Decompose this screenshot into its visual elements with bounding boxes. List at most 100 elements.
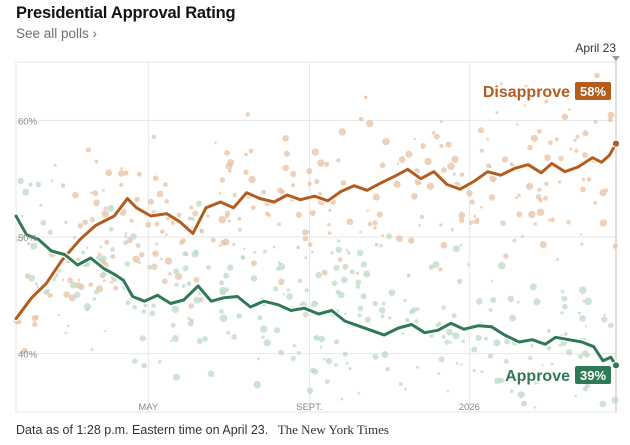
poll-dot — [432, 261, 440, 269]
poll-dot — [604, 188, 609, 193]
poll-dot — [129, 218, 134, 223]
poll-dot — [381, 301, 386, 306]
poll-dot — [174, 282, 179, 287]
poll-dot — [34, 315, 40, 320]
poll-dot — [333, 264, 340, 271]
poll-dot — [301, 229, 309, 236]
poll-dot — [403, 298, 407, 303]
poll-dot — [431, 130, 436, 135]
poll-dot — [337, 257, 343, 263]
poll-dot — [61, 278, 65, 282]
poll-dot — [420, 143, 426, 149]
poll-dot — [346, 251, 351, 255]
poll-dot — [132, 358, 138, 364]
poll-dot — [544, 99, 549, 104]
poll-dot — [124, 232, 128, 235]
poll-dot — [437, 372, 441, 375]
poll-dot — [319, 345, 323, 349]
poll-dot — [22, 188, 30, 196]
poll-dot — [64, 220, 68, 225]
poll-dot — [210, 237, 216, 243]
poll-dot — [283, 150, 290, 157]
poll-dot — [357, 391, 361, 395]
poll-dot — [582, 299, 586, 303]
poll-dot — [126, 237, 133, 244]
poll-dot — [523, 400, 527, 405]
poll-dot — [32, 321, 38, 328]
poll-dot — [579, 315, 586, 322]
poll-dot — [72, 191, 79, 199]
poll-dot — [159, 257, 163, 261]
poll-dot — [477, 127, 485, 134]
poll-dot — [603, 313, 607, 317]
poll-dot — [139, 335, 146, 342]
poll-dot — [582, 130, 589, 137]
poll-dot — [530, 134, 539, 142]
poll-dot — [379, 307, 386, 314]
see-all-polls-link[interactable]: See all polls › — [16, 26, 98, 41]
poll-dot — [110, 254, 116, 260]
poll-dot — [218, 244, 222, 247]
poll-dots — [13, 72, 619, 409]
poll-dot — [548, 140, 553, 146]
poll-dot — [260, 189, 267, 195]
poll-dot — [147, 264, 153, 270]
poll-dot — [516, 211, 523, 218]
poll-dot — [565, 348, 573, 356]
disapprove-value: 58% — [580, 84, 606, 99]
poll-dot — [376, 211, 383, 218]
poll-dot — [257, 357, 260, 361]
poll-dot — [372, 220, 378, 226]
poll-dot — [278, 349, 284, 356]
poll-dot — [304, 288, 309, 293]
poll-dot — [260, 325, 268, 333]
poll-dot — [310, 300, 318, 308]
poll-dot — [438, 267, 443, 272]
poll-dot — [161, 278, 168, 285]
poll-dot — [581, 177, 586, 182]
disapprove-label: Disapprove — [483, 84, 570, 101]
poll-dot — [342, 351, 348, 357]
poll-dot — [66, 324, 70, 328]
poll-dot — [171, 305, 180, 314]
poll-dot — [224, 150, 230, 156]
poll-dot — [67, 277, 73, 284]
poll-dot — [413, 137, 416, 141]
y-tick-label: 50% — [18, 233, 38, 244]
poll-dot — [434, 133, 440, 140]
poll-dot — [291, 183, 296, 188]
poll-dot — [569, 147, 573, 151]
poll-dot — [445, 141, 452, 148]
poll-dot — [85, 246, 89, 250]
poll-dot — [574, 148, 579, 153]
poll-dot — [245, 112, 251, 117]
poll-dot — [355, 284, 361, 289]
poll-dot — [101, 210, 109, 218]
poll-dot — [324, 379, 330, 385]
poll-dot — [584, 325, 588, 328]
poll-dot — [599, 400, 607, 408]
poll-dot — [356, 249, 364, 257]
poll-dot — [546, 345, 552, 351]
poll-dot — [232, 243, 236, 247]
poll-dot — [580, 186, 586, 193]
poll-dot — [414, 319, 419, 324]
poll-dot — [401, 331, 405, 335]
poll-dot — [355, 279, 362, 286]
poll-dot — [330, 251, 334, 255]
poll-dot — [488, 194, 496, 201]
poll-dot — [151, 134, 157, 140]
poll-dot — [440, 241, 448, 249]
poll-dot — [372, 193, 380, 201]
poll-dot — [358, 116, 364, 122]
poll-dot — [341, 276, 348, 284]
poll-dot — [385, 366, 390, 372]
poll-dot — [110, 247, 115, 252]
poll-dot — [237, 216, 242, 221]
axis-labels: 40% 50% 60% MAY SEPT. 2026 April 23 58% Disappro… — [18, 41, 616, 413]
poll-dot — [327, 231, 332, 236]
poll-dot — [411, 193, 418, 200]
poll-dot — [373, 226, 377, 230]
poll-dot — [537, 187, 542, 192]
poll-dot — [335, 246, 342, 253]
